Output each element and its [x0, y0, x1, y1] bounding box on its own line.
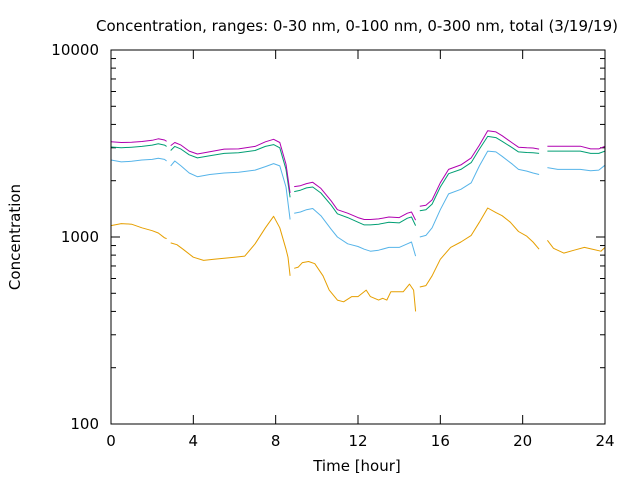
series-line — [170, 160, 291, 220]
series-line — [419, 130, 540, 207]
series-line — [110, 157, 167, 163]
series-line — [547, 164, 606, 172]
series-line — [547, 145, 606, 150]
x-tick-label: 0 — [106, 432, 116, 450]
series-line — [547, 239, 606, 254]
series-line — [294, 181, 417, 221]
series-3 — [110, 135, 606, 226]
series-1 — [110, 207, 606, 312]
y-axis-label: Concentration — [6, 184, 24, 290]
x-tick-label: 24 — [595, 432, 614, 450]
x-tick-label: 4 — [189, 432, 199, 450]
y-tick-label: 100 — [70, 415, 99, 433]
series-line — [294, 261, 417, 312]
x-tick-label: 20 — [513, 432, 532, 450]
series-line — [294, 186, 417, 226]
series-line — [170, 144, 291, 198]
series-line — [170, 138, 291, 194]
y-tick-label: 10000 — [51, 41, 99, 59]
series-line — [419, 207, 540, 288]
series-line — [294, 208, 417, 257]
series-layer — [110, 130, 606, 312]
chart-title: Concentration, ranges: 0-30 nm, 0-100 nm… — [96, 17, 618, 35]
tick-layer: 0 4 8 12 16 20 24 100 1000 10000 — [51, 41, 614, 450]
x-tick-label: 8 — [271, 432, 281, 450]
x-axis-label: Time [hour] — [312, 457, 401, 475]
plot-frame — [110, 49, 606, 425]
series-2 — [110, 150, 606, 257]
series-line — [547, 150, 606, 154]
x-tick-label: 12 — [348, 432, 367, 450]
x-tick-label: 16 — [431, 432, 450, 450]
y-tick-label: 1000 — [61, 228, 99, 246]
series-4 — [110, 130, 606, 221]
series-line — [110, 223, 167, 240]
series-line — [419, 135, 540, 212]
series-line — [110, 143, 167, 149]
series-line — [170, 215, 291, 276]
series-line — [110, 138, 167, 143]
series-line — [419, 150, 540, 238]
